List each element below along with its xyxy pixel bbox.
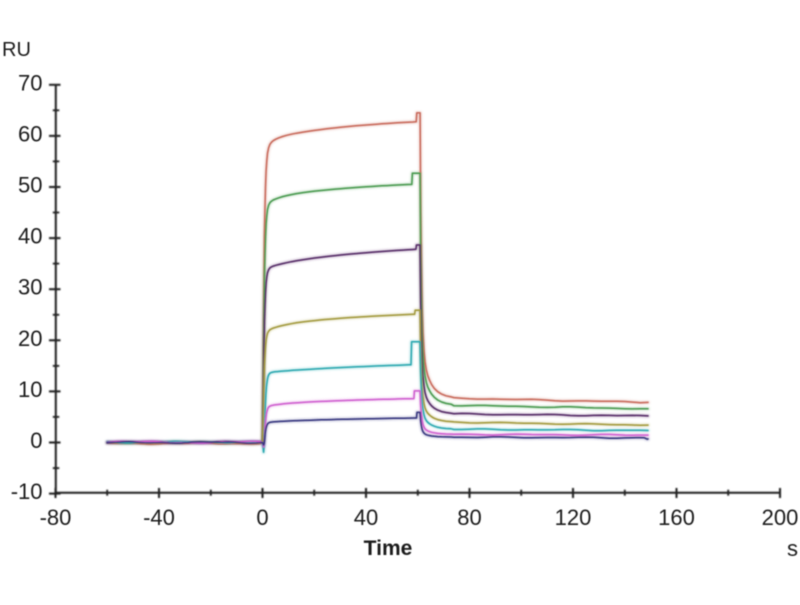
svg-text:-40: -40 bbox=[143, 505, 175, 530]
svg-text:40: 40 bbox=[354, 505, 378, 530]
svg-text:RU: RU bbox=[2, 39, 31, 61]
svg-text:30: 30 bbox=[18, 275, 42, 300]
svg-text:50: 50 bbox=[18, 173, 42, 198]
svg-text:80: 80 bbox=[457, 505, 481, 530]
svg-text:40: 40 bbox=[18, 224, 42, 249]
svg-text:-10: -10 bbox=[11, 479, 43, 504]
svg-text:0: 0 bbox=[256, 505, 268, 530]
svg-text:120: 120 bbox=[555, 505, 592, 530]
svg-text:s: s bbox=[787, 536, 798, 561]
svg-text:160: 160 bbox=[658, 505, 695, 530]
svg-text:10: 10 bbox=[18, 377, 42, 402]
svg-text:200: 200 bbox=[762, 505, 799, 530]
svg-text:0: 0 bbox=[30, 428, 42, 453]
svg-text:-80: -80 bbox=[40, 505, 72, 530]
svg-text:Time: Time bbox=[364, 537, 413, 560]
svg-text:60: 60 bbox=[18, 121, 42, 146]
svg-text:20: 20 bbox=[18, 326, 42, 351]
svg-text:70: 70 bbox=[18, 70, 42, 95]
